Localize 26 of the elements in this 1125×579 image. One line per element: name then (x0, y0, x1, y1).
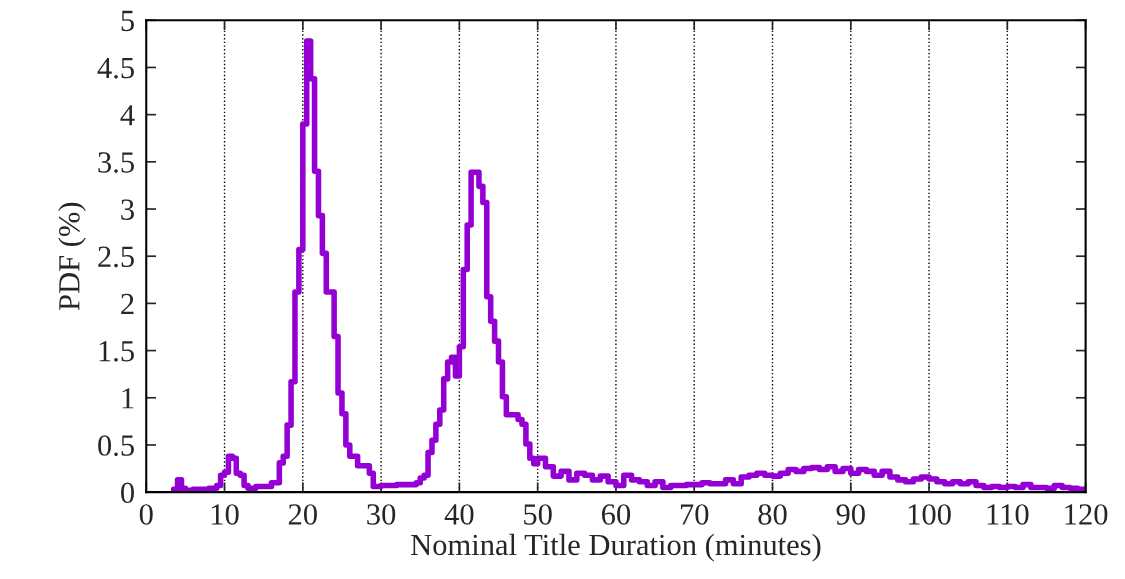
x-tick-label: 120 (1065, 504, 1108, 525)
y-tick-label: 1 (122, 388, 134, 409)
y-tick-label: 2.5 (98, 246, 134, 268)
y-tick-label: 3 (121, 199, 134, 220)
y-tick-label: 5 (121, 10, 134, 32)
x-axis-title: Nominal Title Duration (minutes) (410, 533, 821, 562)
x-tick-label: 80 (758, 504, 787, 525)
x-tick-label: 20 (288, 504, 317, 525)
y-tick-label: 4 (120, 105, 135, 126)
x-tick-label: 0 (139, 504, 153, 525)
y-tick-label: 0 (121, 482, 134, 504)
y-axis-title: PDF (%) (58, 202, 86, 311)
x-tick-label: 60 (601, 504, 631, 525)
x-tick-label: 110 (987, 504, 1029, 525)
x-tick-label: 90 (836, 504, 865, 525)
y-tick-label: 4.5 (97, 57, 134, 79)
x-tick-label: 50 (524, 504, 552, 525)
y-tick-label: 3.5 (98, 152, 134, 173)
y-tick-label: 1.5 (99, 341, 134, 362)
y-tick-label: 2 (121, 293, 134, 314)
x-tick-label: 30 (367, 504, 396, 525)
y-tick-label: 0.5 (98, 435, 134, 456)
x-tick-label: 100 (908, 504, 951, 525)
x-tick-label: 10 (211, 504, 239, 525)
x-tick-label: 70 (680, 504, 709, 525)
x-tick-label: 40 (444, 504, 474, 525)
